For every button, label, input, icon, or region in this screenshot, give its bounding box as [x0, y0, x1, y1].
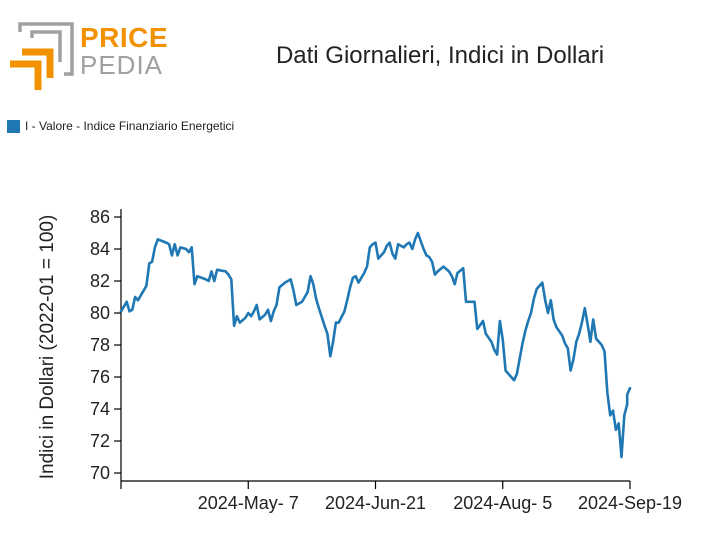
y-tick-label: 76: [90, 367, 110, 387]
series-line-energetici: [119, 231, 632, 459]
y-tick-label: 82: [90, 271, 110, 291]
x-tick-label: 2024-May- 7: [198, 493, 299, 513]
legend-swatch-energetici: [7, 119, 20, 133]
logo-mark-icon: [10, 22, 74, 90]
y-tick-label: 84: [90, 239, 110, 259]
y-tick-label: 78: [90, 335, 110, 355]
x-axis: 2024-May- 7 2024-Jun-21 2024-Aug- 5 2024-Se…: [120, 480, 682, 513]
x-tick-label: 2024-Aug- 5: [453, 493, 552, 513]
y-tick-label: 80: [90, 303, 110, 323]
logo-text-pedia: PEDIA: [80, 50, 164, 80]
x-tick-label: 2024-Jun-21: [325, 493, 426, 513]
y-axis-label: Indici in Dollari (2022-01 = 100): [37, 215, 58, 480]
y-tick-label: 72: [90, 431, 110, 451]
y-tick-label: 74: [90, 399, 110, 419]
x-tick-label: 2024-Sep-19: [578, 493, 682, 513]
y-axis: 70 72 74 76 78 80 82 84 86: [90, 207, 122, 483]
y-tick-label: 70: [90, 463, 110, 483]
chart-title: Dati Giornalieri, Indici in Dollari: [275, 42, 605, 69]
y-tick-label: 86: [90, 207, 110, 227]
legend-label-energetici: I - Valore - Indice Finanziario Energeti…: [25, 119, 235, 133]
logo-text-price: PRICE: [80, 22, 169, 53]
pricepedia-logo: PRICE PEDIA: [8, 22, 168, 94]
chart-legend: I - Valore - Indice Finanziario Energeti…: [7, 119, 234, 133]
series-layer: [119, 231, 632, 459]
